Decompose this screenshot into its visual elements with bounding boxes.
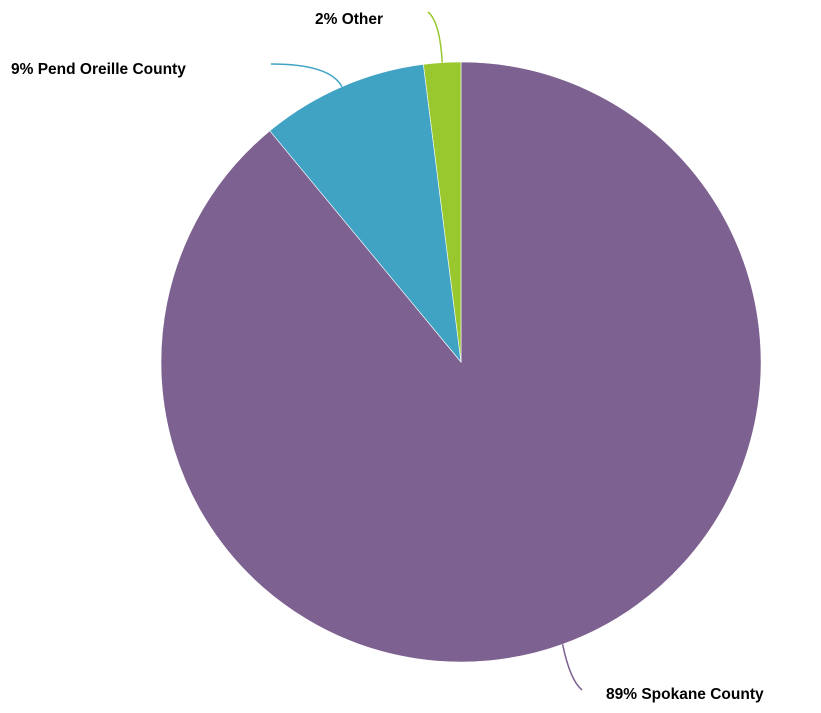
leader-line-spokane-county bbox=[561, 644, 583, 691]
slice-labels: 89% Spokane County 9% Pend Oreille Count… bbox=[11, 11, 764, 703]
slice-label-spokane-county: 89% Spokane County bbox=[606, 686, 764, 703]
leader-lines bbox=[270, 11, 583, 691]
slice-label-pend-oreille-county: 9% Pend Oreille County bbox=[11, 61, 186, 78]
leader-line-other bbox=[427, 11, 443, 63]
pie-slices bbox=[160, 61, 762, 663]
leader-line-pend-oreille-county bbox=[270, 63, 343, 88]
slice-label-other: 2% Other bbox=[315, 11, 383, 28]
